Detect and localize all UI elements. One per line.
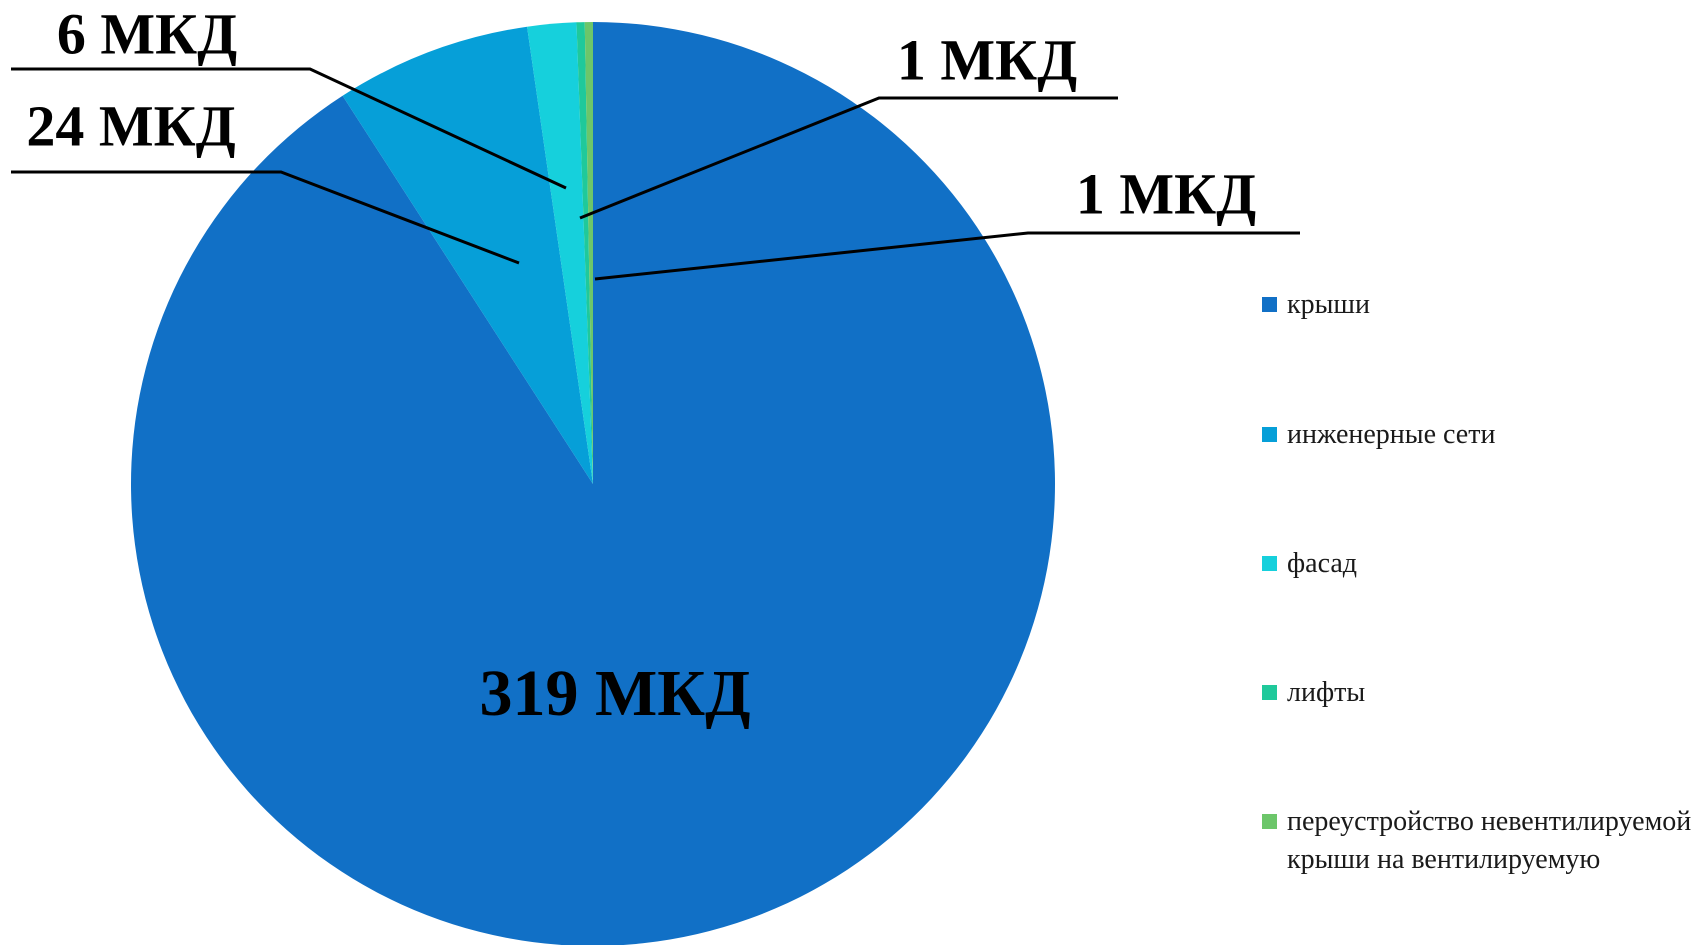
legend-entry: лифты xyxy=(1262,674,1702,712)
leader-line xyxy=(579,96,1118,220)
legend-swatch xyxy=(1262,427,1277,442)
pie-slice xyxy=(131,22,1055,945)
value-label: 1 МКД xyxy=(1076,161,1256,226)
leader-line xyxy=(11,67,567,190)
value-label: 24 МКД xyxy=(26,93,235,158)
legend-label: переустройство невентилируемой крыши на … xyxy=(1287,806,1692,875)
pie-slice xyxy=(576,22,593,484)
legend-entry: переустройство невентилируемой крыши на … xyxy=(1262,803,1702,879)
legend-label: крыши xyxy=(1287,289,1370,320)
legend-swatch xyxy=(1262,556,1277,571)
legend-label: фасад xyxy=(1287,548,1358,579)
legend-entry: инженерные сети xyxy=(1262,416,1702,454)
legend-label: лифты xyxy=(1287,677,1366,708)
pie-slice xyxy=(584,22,593,484)
legend-swatch xyxy=(1262,297,1277,312)
legend-entry: фасад xyxy=(1262,545,1702,583)
legend-entry: крыши xyxy=(1262,286,1702,324)
leader-line xyxy=(11,170,520,265)
value-label: 1 МКД xyxy=(897,27,1077,92)
pie-slice xyxy=(527,22,593,485)
value-label: 319 МКД xyxy=(479,657,750,730)
pie-slice xyxy=(342,26,593,485)
leader-line xyxy=(594,231,1300,281)
legend-swatch xyxy=(1262,814,1277,829)
legend-swatch xyxy=(1262,685,1277,700)
legend-label: инженерные сети xyxy=(1287,419,1496,450)
value-label: 6 МКД xyxy=(57,1,237,66)
